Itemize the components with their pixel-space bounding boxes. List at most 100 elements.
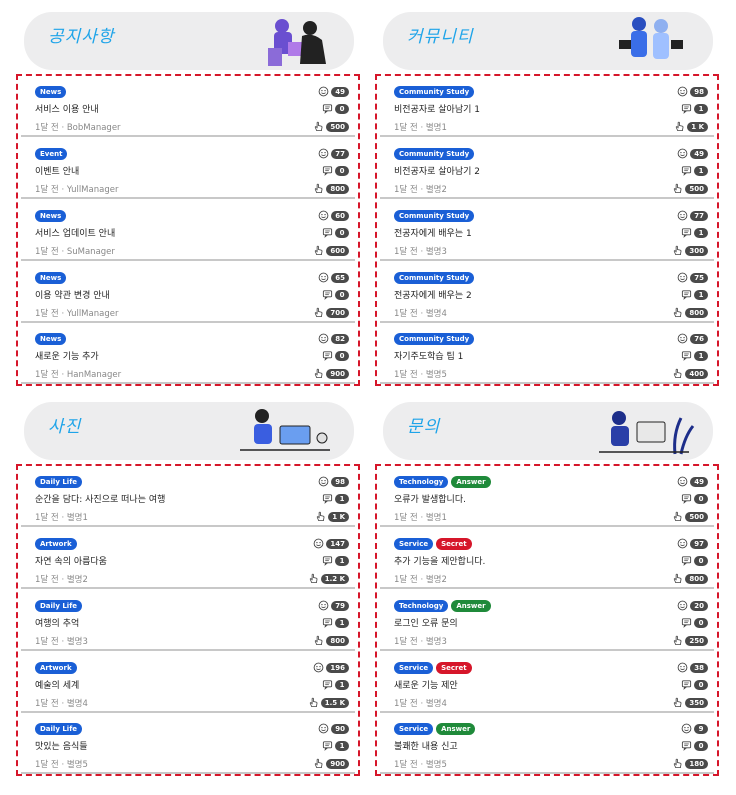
likes-count: 98 <box>331 476 349 487</box>
comment-icon <box>681 551 692 570</box>
post-title[interactable]: 새로운 기능 제안 <box>394 681 458 691</box>
hand-pointer-icon <box>313 364 324 383</box>
category-badge[interactable]: Daily Life <box>35 723 82 735</box>
category-badge[interactable]: Daily Life <box>35 600 82 612</box>
post-title[interactable]: 서비스 업데이트 안내 <box>35 229 116 239</box>
likes-stat: 38 <box>677 662 708 673</box>
post-card[interactable]: Daily Life 맛있는 음식들 1달 전 · 별명5 90 1 900 <box>21 717 355 774</box>
post-title[interactable]: 서비스 이용 안내 <box>35 105 99 115</box>
category-badge[interactable]: Secret <box>436 538 472 550</box>
category-badge[interactable]: Community Study <box>394 86 475 98</box>
post-card[interactable]: Technology Answer 오류가 발생합니다. 1달 전 · 별명1 49 0 5… <box>380 470 714 527</box>
post-card[interactable]: News 이용 약관 변경 안내 1달 전 · YullManager 65 0 700 <box>21 266 355 323</box>
category-badge[interactable]: Secret <box>436 662 472 674</box>
post-card[interactable]: Event 이벤트 안내 1달 전 · YullManager 77 0 800 <box>21 142 355 199</box>
category-badge[interactable]: Artwork <box>35 662 77 674</box>
likes-stat: 98 <box>318 476 349 487</box>
post-meta: 1달 전 · SuManager <box>35 247 115 257</box>
comments-count: 0 <box>694 493 708 504</box>
views-count: 250 <box>685 635 708 646</box>
post-title[interactable]: 순간을 담다: 사진으로 떠나는 여행 <box>35 495 166 505</box>
likes-count: 65 <box>331 272 349 283</box>
post-card[interactable]: Daily Life 여행의 추억 1달 전 · 별명3 79 1 800 <box>21 594 355 651</box>
post-card[interactable]: News 새로운 기능 추가 1달 전 · HanManager 82 0 900 <box>21 327 355 384</box>
category-badge[interactable]: Technology <box>394 600 449 612</box>
post-title[interactable]: 이용 약관 변경 안내 <box>35 291 110 301</box>
likes-count: 49 <box>331 86 349 97</box>
category-badge[interactable]: Service <box>394 538 434 550</box>
comments-count: 1 <box>694 103 708 114</box>
post-card[interactable]: Artwork 자연 속의 아름다움 1달 전 · 별명2 147 1 1.2 K <box>21 532 355 589</box>
comments-stat: 1 <box>681 165 708 176</box>
views-stat: 1 K <box>674 121 708 132</box>
post-title[interactable]: 불쾌한 내용 신고 <box>394 742 458 752</box>
post-title[interactable]: 예술의 세계 <box>35 681 80 691</box>
post-title[interactable]: 이벤트 안내 <box>35 167 80 177</box>
hand-pointer-icon <box>672 179 683 198</box>
comments-stat: 1 <box>322 555 349 566</box>
smile-icon <box>318 82 329 101</box>
post-card[interactable]: Community Study 전공자에게 배우는 2 1달 전 · 별명4 75 1 8… <box>380 266 714 323</box>
category-badge[interactable]: News <box>35 272 67 284</box>
category-badge[interactable]: Event <box>35 148 68 160</box>
post-title[interactable]: 오류가 발생합니다. <box>394 495 466 505</box>
post-card[interactable]: News 서비스 이용 안내 1달 전 · BobManager 49 0 500 <box>21 80 355 137</box>
section-banner[interactable]: 사진 <box>24 402 354 460</box>
section-banner[interactable]: 문의 <box>383 402 713 460</box>
likes-count: 147 <box>326 538 349 549</box>
category-badge[interactable]: Answer <box>451 476 491 488</box>
post-card[interactable]: Technology Answer 로그인 오류 문의 1달 전 · 별명3 20 0 25… <box>380 594 714 651</box>
category-badge[interactable]: Community Study <box>394 210 475 222</box>
category-badge[interactable]: Community Study <box>394 272 475 284</box>
hand-pointer-icon <box>672 241 683 260</box>
views-count: 1.5 K <box>320 697 349 708</box>
category-badge[interactable]: Community Study <box>394 333 475 345</box>
post-card[interactable]: Daily Life 순간을 담다: 사진으로 떠나는 여행 1달 전 · 별명1 9… <box>21 470 355 527</box>
category-badge[interactable]: News <box>35 210 67 222</box>
post-card[interactable]: Artwork 예술의 세계 1달 전 · 별명4 196 1 1.5 K <box>21 656 355 713</box>
category-badge[interactable]: Community Study <box>394 148 475 160</box>
post-meta: 1달 전 · YullManager <box>35 185 119 195</box>
post-title[interactable]: 전공자에게 배우는 1 <box>394 229 472 239</box>
post-card[interactable]: Service Secret 추가 기능을 제안합니다. 1달 전 · 별명2 97 0 8… <box>380 532 714 589</box>
post-card[interactable]: Community Study 자기주도학습 팁 1 1달 전 · 별명5 76 1 40… <box>380 327 714 384</box>
post-card[interactable]: News 서비스 업데이트 안내 1달 전 · SuManager 60 0 600 <box>21 204 355 261</box>
post-title[interactable]: 로그인 오류 문의 <box>394 619 458 629</box>
hand-pointer-icon <box>672 303 683 322</box>
category-badge[interactable]: News <box>35 86 67 98</box>
category-badge[interactable]: Artwork <box>35 538 77 550</box>
likes-stat: 79 <box>318 600 349 611</box>
post-title[interactable]: 맛있는 음식들 <box>35 742 88 752</box>
comments-stat: 0 <box>681 740 708 751</box>
post-title[interactable]: 자연 속의 아름다움 <box>35 557 107 567</box>
post-title[interactable]: 비전공자로 살아남기 2 <box>394 167 480 177</box>
hand-pointer-icon <box>672 569 683 588</box>
section-banner[interactable]: 공지사항 <box>24 12 354 70</box>
category-badge[interactable]: News <box>35 333 67 345</box>
post-meta: 1달 전 · 별명5 <box>35 760 88 770</box>
category-badge[interactable]: Technology <box>394 476 449 488</box>
post-meta: 1달 전 · 별명1 <box>394 123 447 133</box>
category-badge[interactable]: Daily Life <box>35 476 82 488</box>
post-title[interactable]: 여행의 추억 <box>35 619 80 629</box>
post-title[interactable]: 전공자에게 배우는 2 <box>394 291 472 301</box>
section-banner[interactable]: 커뮤니티 <box>383 12 713 70</box>
category-badge[interactable]: Service <box>394 662 434 674</box>
hand-pointer-icon <box>672 364 683 383</box>
category-badge[interactable]: Service <box>394 723 434 735</box>
category-badge[interactable]: Answer <box>436 723 476 735</box>
post-card[interactable]: Service Answer 불쾌한 내용 신고 1달 전 · 별명5 9 0 180 <box>380 717 714 774</box>
section-title: 커뮤니티 <box>407 27 474 47</box>
post-title[interactable]: 추가 기능을 제안합니다. <box>394 557 486 567</box>
views-stat: 1.2 K <box>308 573 349 584</box>
post-title[interactable]: 자기주도학습 팁 1 <box>394 352 464 362</box>
post-card[interactable]: Community Study 비전공자로 살아남기 1 1달 전 · 별명1 98 1… <box>380 80 714 137</box>
post-tags: Community Study <box>394 210 475 222</box>
post-title[interactable]: 비전공자로 살아남기 1 <box>394 105 480 115</box>
post-card[interactable]: Service Secret 새로운 기능 제안 1달 전 · 별명4 38 0 350 <box>380 656 714 713</box>
post-title[interactable]: 새로운 기능 추가 <box>35 352 99 362</box>
post-card[interactable]: Community Study 비전공자로 살아남기 2 1달 전 · 별명2 49 1… <box>380 142 714 199</box>
post-card[interactable]: Community Study 전공자에게 배우는 1 1달 전 · 별명3 77 1 3… <box>380 204 714 261</box>
smile-icon <box>681 719 692 738</box>
category-badge[interactable]: Answer <box>451 600 491 612</box>
